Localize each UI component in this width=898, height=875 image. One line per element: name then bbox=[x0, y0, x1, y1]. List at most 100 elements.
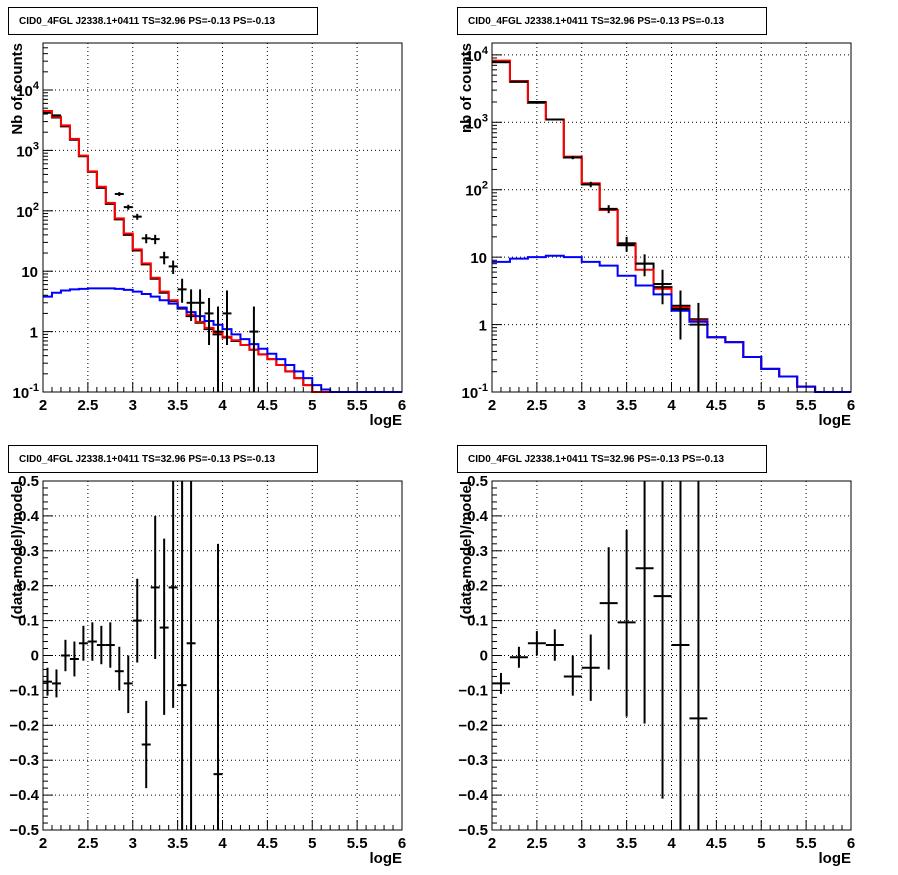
y-tick-label: 102 bbox=[465, 180, 488, 200]
data-point bbox=[509, 646, 528, 668]
data-point bbox=[51, 114, 61, 117]
y-tick-label: 0 bbox=[31, 648, 39, 665]
data-point bbox=[159, 251, 169, 265]
data-point bbox=[114, 646, 124, 691]
data-point bbox=[671, 481, 690, 830]
data-point bbox=[51, 669, 61, 698]
data-point bbox=[168, 481, 178, 708]
x-tick-label: 2 bbox=[39, 397, 47, 414]
y-axis-title: nb of counts bbox=[458, 43, 475, 133]
data-point bbox=[635, 254, 654, 277]
data-point bbox=[186, 481, 196, 830]
y-tick-label: 103 bbox=[465, 112, 488, 132]
x-axis-title: logE bbox=[819, 850, 852, 867]
data-point bbox=[545, 118, 564, 121]
data-points bbox=[492, 61, 708, 392]
x-tick-label: 4 bbox=[218, 397, 227, 414]
y-tick-label: 1 bbox=[30, 325, 38, 342]
x-tick-label: 5 bbox=[757, 397, 765, 414]
x-tick-label: 4 bbox=[218, 835, 227, 852]
y-tick-label: 103 bbox=[16, 140, 39, 160]
data-point bbox=[123, 655, 133, 714]
x-tick-label: 5 bbox=[308, 835, 316, 852]
data-point bbox=[653, 269, 672, 305]
x-tick-label: 2 bbox=[488, 835, 496, 852]
data-point bbox=[527, 631, 546, 656]
plot-area bbox=[492, 481, 851, 830]
chart-title: CID0_4FGL J2338.1+0411 TS=32.96 PS=-0.13… bbox=[468, 16, 725, 27]
x-tick-label: 2 bbox=[488, 397, 496, 414]
y-tick-label: 1 bbox=[479, 318, 487, 335]
data-point bbox=[249, 306, 259, 392]
histogram-series-3 bbox=[43, 287, 402, 393]
data-point bbox=[204, 297, 214, 345]
y-tick-label: 104 bbox=[465, 45, 489, 65]
data-point bbox=[114, 192, 124, 196]
y-tick-label: −0.1 bbox=[9, 682, 39, 699]
data-point bbox=[527, 101, 546, 104]
data-point bbox=[78, 625, 88, 661]
x-tick-label: 6 bbox=[398, 835, 406, 852]
chart-panel-3: CID0_4FGL J2338.1+0411 TS=32.96 PS=-0.13… bbox=[8, 445, 406, 867]
data-point bbox=[177, 481, 187, 830]
title-box bbox=[457, 445, 767, 473]
y-axis-title: (data-model)/model bbox=[458, 481, 475, 619]
data-point bbox=[69, 641, 79, 677]
data-point bbox=[581, 634, 600, 701]
y-axis-title: (data-model)/model bbox=[9, 481, 26, 619]
chart-title: CID0_4FGL J2338.1+0411 TS=32.96 PS=-0.13… bbox=[468, 454, 725, 465]
data-point bbox=[186, 289, 196, 321]
data-point bbox=[617, 529, 636, 717]
data-point bbox=[563, 655, 582, 696]
x-axis-title: logE bbox=[819, 412, 852, 429]
y-tick-label: 0.5 bbox=[18, 473, 39, 490]
data-point bbox=[599, 547, 618, 670]
y-tick-label: −0.4 bbox=[9, 787, 39, 804]
data-points bbox=[492, 481, 708, 830]
data-point bbox=[653, 481, 672, 799]
data-point bbox=[123, 204, 133, 210]
x-tick-label: 4.5 bbox=[257, 397, 278, 414]
x-tick-label: 5 bbox=[308, 397, 316, 414]
data-point bbox=[599, 205, 618, 214]
data-point bbox=[195, 289, 205, 321]
data-point bbox=[213, 306, 223, 392]
y-tick-label: −0.3 bbox=[9, 752, 39, 769]
data-point bbox=[96, 625, 106, 665]
y-tick-label: −0.2 bbox=[9, 717, 39, 734]
y-tick-label: 0.4 bbox=[18, 508, 40, 525]
y-tick-label: −0.5 bbox=[458, 822, 488, 839]
data-point bbox=[141, 700, 151, 789]
x-tick-label: 5.5 bbox=[796, 397, 817, 414]
data-point bbox=[141, 234, 151, 244]
chart-panel-2: CID0_4FGL J2338.1+0411 TS=32.96 PS=-0.13… bbox=[457, 7, 855, 429]
x-tick-label: 3 bbox=[129, 835, 137, 852]
x-tick-label: 4.5 bbox=[706, 397, 727, 414]
y-tick-label: 0.2 bbox=[18, 578, 39, 595]
y-tick-label: 0.1 bbox=[18, 613, 39, 630]
y-tick-label: 10 bbox=[21, 264, 38, 281]
data-point bbox=[617, 236, 636, 252]
x-tick-label: 5 bbox=[757, 835, 765, 852]
x-tick-label: 4 bbox=[667, 397, 676, 414]
data-point bbox=[545, 629, 564, 661]
chart-panel-1: CID0_4FGL J2338.1+0411 TS=32.96 PS=-0.13… bbox=[8, 7, 406, 429]
y-tick-label: 0.1 bbox=[467, 613, 488, 630]
y-tick-label: −0.5 bbox=[9, 822, 39, 839]
data-point bbox=[213, 543, 223, 830]
x-tick-label: 4.5 bbox=[257, 835, 278, 852]
x-axis-title: logE bbox=[370, 412, 403, 429]
x-tick-label: 3.5 bbox=[167, 835, 188, 852]
y-tick-label: −0.2 bbox=[458, 717, 488, 734]
y-tick-label: −0.1 bbox=[458, 682, 488, 699]
data-point bbox=[671, 290, 690, 340]
y-tick-label: 0 bbox=[480, 648, 488, 665]
title-box bbox=[457, 7, 767, 35]
y-tick-label: 102 bbox=[16, 201, 39, 221]
plot-area bbox=[43, 481, 402, 830]
y-tick-label: 0.4 bbox=[467, 508, 489, 525]
